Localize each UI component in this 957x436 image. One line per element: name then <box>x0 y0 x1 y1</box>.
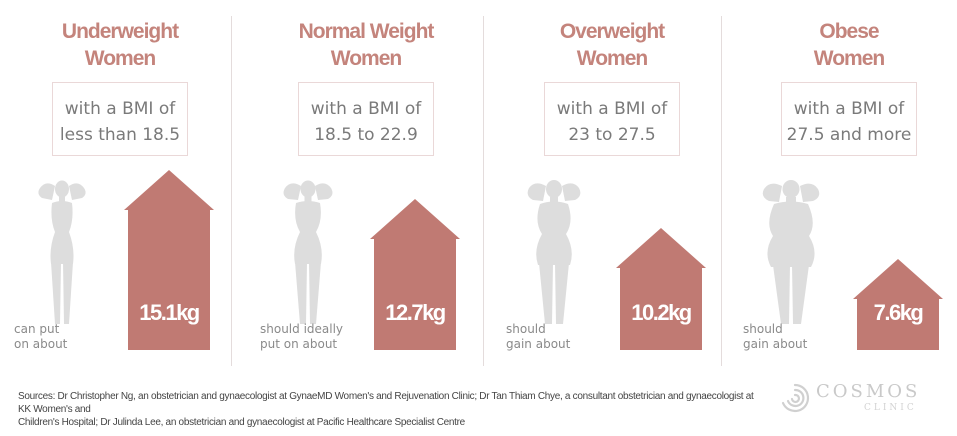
category-title-line2: Women <box>330 47 402 70</box>
gain-value-label: 10.2kg <box>631 300 692 325</box>
panel-normal-weight: Normal Weight Women with a BMI of 18.5 t… <box>246 0 486 372</box>
bmi-box <box>544 82 680 156</box>
category-title-line2: Women <box>84 47 156 70</box>
panel-overweight: Overweight Women with a BMI of 23 to 27.… <box>492 0 732 372</box>
gain-arrow-bar <box>616 228 706 350</box>
bmi-text: with a BMI of 27.5 and more <box>759 96 939 148</box>
category-title: Underweight Women <box>0 18 240 72</box>
bmi-line2: less than 18.5 <box>57 125 183 145</box>
panel-divider <box>231 16 232 366</box>
bmi-line1: with a BMI of <box>554 99 670 119</box>
category-title: Overweight Women <box>492 18 732 72</box>
sources-footnote: Sources: Dr Christopher Ng, an obstetric… <box>18 390 758 429</box>
gain-caption-line2: gain about <box>506 337 571 351</box>
normal-woman-silhouette-icon <box>283 180 333 324</box>
bmi-text: with a BMI of 18.5 to 22.9 <box>276 96 456 148</box>
bmi-line1: with a BMI of <box>791 99 907 119</box>
gain-caption-line2: on about <box>14 337 68 351</box>
category-title-line2: Women <box>813 47 885 70</box>
panel-obese: Obese Women with a BMI of 27.5 and more … <box>729 0 957 372</box>
gain-caption-line2: gain about <box>743 337 808 351</box>
slim-woman-silhouette-icon <box>38 180 86 324</box>
bmi-text: with a BMI of less than 18.5 <box>30 96 210 148</box>
category-title-line1: Overweight <box>559 20 665 43</box>
gain-value-label: 15.1kg <box>139 300 200 325</box>
sources-line2: Children's Hospital; Dr Julinda Lee, an … <box>18 417 465 428</box>
bmi-box <box>298 82 434 156</box>
bmi-box <box>781 82 917 156</box>
category-title-line1: Normal Weight <box>298 20 435 43</box>
gain-value-label: 7.6kg <box>873 300 924 325</box>
gain-caption-line1: should <box>743 322 783 336</box>
overweight-woman-silhouette-icon <box>527 180 581 324</box>
swirl-logo-icon <box>781 383 810 413</box>
obese-woman-silhouette-icon <box>762 180 820 324</box>
gain-caption: should ideally put on about <box>260 322 370 352</box>
sources-line1: Sources: Dr Christopher Ng, an obstetric… <box>18 391 754 415</box>
gain-caption: should gain about <box>506 322 616 352</box>
gain-caption-line2: put on about <box>260 337 338 351</box>
gain-arrow-bar <box>370 199 460 350</box>
gain-caption: can put on about <box>14 322 124 352</box>
bmi-line1: with a BMI of <box>308 99 424 119</box>
cosmos-clinic-logo: COSMOS CLINIC <box>776 378 936 418</box>
logo-wordmark: COSMOS <box>816 381 921 402</box>
bmi-line1: with a BMI of <box>62 99 178 119</box>
bmi-line2: 27.5 and more <box>784 125 914 145</box>
category-title-line2: Women <box>576 47 648 70</box>
gain-caption-line1: should ideally <box>260 322 344 336</box>
logo-subtitle: CLINIC <box>864 403 917 413</box>
gain-value-label: 12.7kg <box>385 300 446 325</box>
gain-caption-line1: should <box>506 322 546 336</box>
panel-divider <box>721 16 722 366</box>
gain-caption: should gain about <box>743 322 853 352</box>
panel-underweight: Underweight Women with a BMI of less tha… <box>0 0 240 372</box>
category-title: Obese Women <box>729 18 957 72</box>
gain-caption-line1: can put <box>14 322 60 336</box>
category-title: Normal Weight Women <box>246 18 486 72</box>
panel-divider <box>483 16 484 366</box>
gain-arrow-bar <box>124 170 214 350</box>
gain-arrow-bar <box>853 259 943 350</box>
category-title-line1: Obese <box>819 20 879 43</box>
bmi-line2: 18.5 to 22.9 <box>312 125 420 145</box>
bmi-text: with a BMI of 23 to 27.5 <box>522 96 702 148</box>
bmi-box <box>52 82 188 156</box>
bmi-line2: 23 to 27.5 <box>566 125 658 145</box>
category-title-line1: Underweight <box>61 20 179 43</box>
